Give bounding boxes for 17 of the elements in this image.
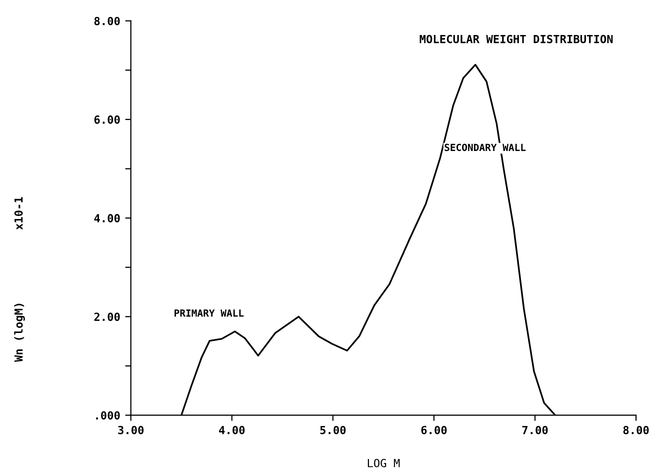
x-tick-label: 4.00 [219,426,245,434]
x-tick-label: 3.00 [118,426,144,434]
x-tick-label: 5.00 [320,426,346,434]
y-tick-label: .000 [96,411,120,420]
y-tick-label: 4.00 [94,214,120,222]
x-tick-label: 6.00 [421,426,447,434]
annotation: SECONDARY WALL [444,144,526,152]
text: Wn (logM) [14,304,25,362]
y-tick-label: 8.00 [94,16,120,26]
x-tick-label: 7.00 [522,426,548,434]
y-tick-label: 6.00 [94,115,120,124]
text: MOLECULAR WEIGHT DISTRIBUTION [420,34,613,44]
x-axis-title: LOG M [368,458,400,468]
y-tick-label: 2.00 [94,312,120,322]
annotation: PRIMARY WALL [174,309,244,317]
x-tick-label: 8.00 [623,426,649,434]
text: x10-1 [14,197,23,230]
